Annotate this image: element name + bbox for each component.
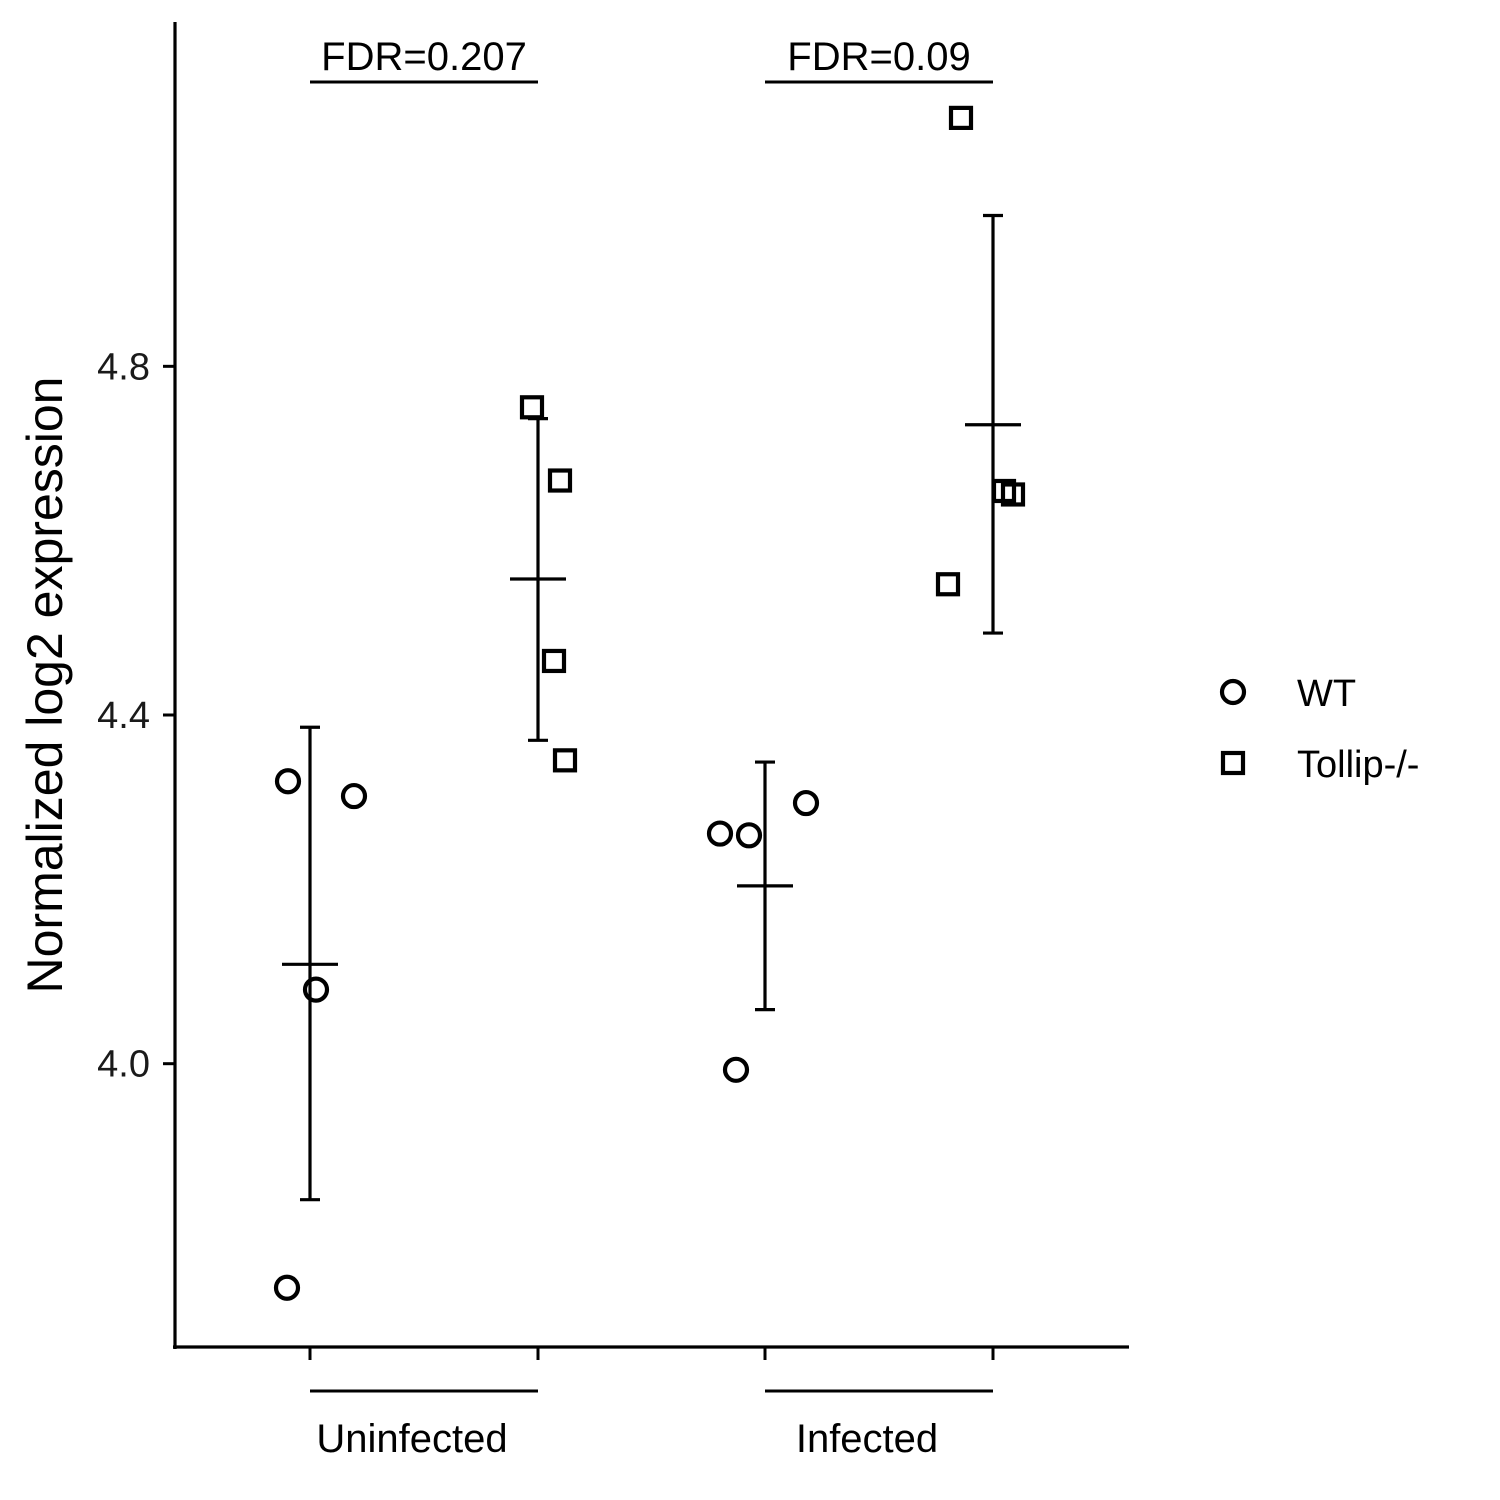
axis-ticks — [163, 364, 995, 1360]
legend-label: WT — [1297, 673, 1356, 715]
data-point-tollip — [948, 105, 974, 130]
legend-label: Tollip-/- — [1297, 744, 1419, 786]
data-point-wt — [274, 768, 302, 795]
data-point-wt — [722, 1056, 750, 1083]
y-tick-label: 4.0 — [97, 1044, 150, 1086]
y-tick-label: 4.8 — [97, 346, 150, 388]
data-point-tollip — [935, 572, 961, 597]
error-bars — [282, 213, 1021, 1202]
data-point-tollip — [552, 748, 578, 773]
legend-key-wt — [1219, 678, 1247, 706]
legend: WT Tollip-/- — [1219, 673, 1419, 786]
data-point-wt — [302, 976, 330, 1003]
group-label: Uninfected — [316, 1417, 507, 1461]
data-point-tollip — [1000, 482, 1026, 507]
group-label: Infected — [796, 1417, 938, 1461]
chart-labels: Normalized log2 expression 4.0 4.4 4.8 Unin… — [17, 35, 971, 1461]
data-point-wt — [735, 822, 763, 849]
y-axis-title: Normalized log2 expression — [17, 377, 73, 994]
data-point-wt — [706, 820, 734, 847]
fdr-label: FDR=0.09 — [787, 35, 970, 79]
group-brackets — [310, 80, 993, 1393]
legend-key-tollip — [1220, 750, 1246, 776]
data-point-tollip — [519, 395, 545, 420]
data-point-wt — [273, 1274, 301, 1301]
fdr-label: FDR=0.207 — [321, 35, 527, 79]
data-points — [273, 105, 1026, 1301]
data-point-wt — [792, 789, 820, 817]
y-tick-label: 4.4 — [97, 695, 150, 737]
data-point-tollip — [547, 468, 573, 493]
data-point-wt — [340, 782, 368, 810]
data-point-tollip — [541, 648, 567, 674]
